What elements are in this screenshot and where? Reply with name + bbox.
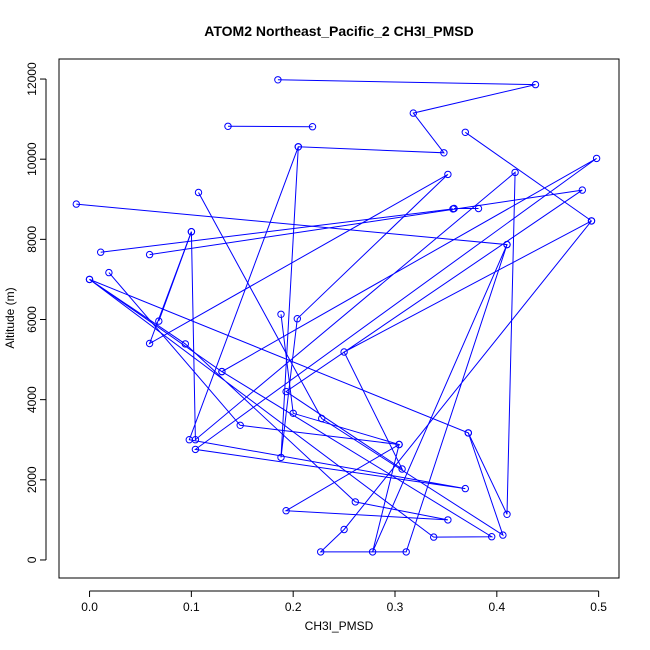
data-point [294, 143, 302, 151]
data-point [277, 453, 285, 462]
data-point [503, 240, 511, 249]
y-tick-label: 4000 [25, 386, 39, 413]
data-point [409, 109, 417, 117]
x-tick-label: 0.2 [285, 600, 302, 614]
plot-area-frame [58, 58, 620, 579]
series-line [198, 192, 504, 537]
data-point [368, 548, 377, 556]
data-point [317, 548, 325, 556]
x-axis: 0.0 0.1 0.2 0.3 0.4 0.5 [81, 590, 607, 614]
data-point [398, 465, 406, 473]
y-tick-label: 12000 [25, 62, 39, 96]
data-point [464, 429, 472, 437]
data-point [72, 200, 81, 208]
data-point [194, 188, 203, 197]
data-point [531, 80, 540, 89]
data-point [224, 122, 232, 131]
series-path-6 [450, 204, 483, 213]
data-point [277, 310, 285, 318]
series-line [89, 278, 494, 538]
y-tick-label: 10000 [25, 142, 39, 176]
data-point [282, 387, 290, 396]
y-axis: 0 2000 4000 6000 8000 10000 12000 [25, 62, 47, 563]
series-path-4 [194, 188, 507, 539]
data-point [511, 168, 519, 177]
data-point [430, 533, 438, 541]
data-point [145, 339, 154, 348]
data-point [274, 76, 282, 84]
data-point [155, 317, 163, 325]
data-point [289, 409, 297, 417]
series-path-2 [224, 122, 317, 131]
data-point [185, 436, 194, 444]
data-point [488, 533, 496, 541]
data-point [191, 445, 200, 454]
chart-title: ATOM2 Northeast_Pacific_2 CH3I_PMSD [204, 23, 473, 39]
series-path-10 [85, 275, 496, 541]
y-tick-label: 6000 [25, 306, 39, 333]
data-point [85, 275, 94, 284]
data-point [474, 204, 483, 213]
series-line [465, 131, 592, 222]
data-point [395, 440, 403, 449]
series-path-7 [97, 205, 457, 256]
data-point [236, 421, 244, 429]
data-point [444, 170, 452, 179]
data-point [499, 531, 507, 539]
data-point [187, 228, 196, 236]
y-tick-label: 8000 [25, 226, 39, 253]
data-point [503, 510, 511, 518]
data-point [218, 367, 226, 376]
x-tick-label: 0.1 [183, 600, 200, 614]
data-point [145, 250, 154, 259]
series-line [158, 231, 192, 322]
series-layer [72, 76, 601, 556]
data-point [97, 248, 105, 256]
data-point [578, 186, 586, 194]
x-axis-label: CH3I_PMSD [305, 619, 374, 633]
x-tick-label: 0.3 [387, 600, 404, 614]
series-path-9 [155, 228, 196, 325]
data-point [282, 507, 290, 515]
data-point [340, 525, 348, 534]
x-tick-label: 0.4 [488, 600, 505, 614]
data-point [402, 548, 410, 556]
series-path-5 [72, 186, 596, 556]
data-point [592, 154, 601, 163]
data-point [351, 498, 359, 506]
data-point [340, 348, 348, 356]
y-axis-label: Altitude (m) [3, 287, 17, 348]
y-tick-label: 0 [25, 556, 39, 563]
series-line [89, 79, 597, 515]
data-point [461, 484, 469, 493]
data-point [293, 315, 301, 323]
data-point [105, 268, 113, 277]
data-point [308, 123, 317, 131]
data-point [440, 149, 448, 157]
x-tick-label: 0.5 [590, 600, 607, 614]
data-point [449, 205, 457, 213]
data-point [461, 128, 469, 137]
data-point [587, 217, 596, 225]
data-point [444, 516, 452, 524]
y-tick-label: 2000 [25, 466, 39, 493]
data-point [181, 340, 190, 348]
x-tick-label: 0.0 [81, 600, 98, 614]
series-line [100, 208, 454, 253]
series-line [76, 189, 592, 553]
